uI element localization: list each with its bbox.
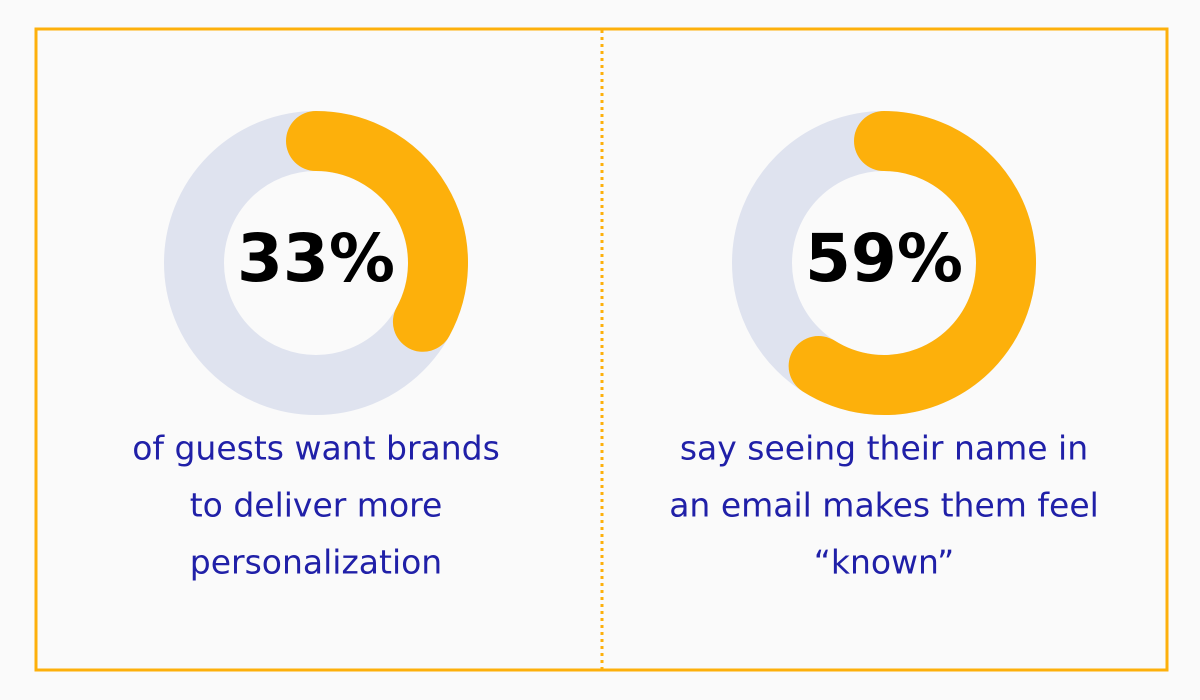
caption-line: to deliver more — [190, 486, 443, 525]
donut-arc — [286, 111, 468, 352]
caption-line: say seeing their name in — [680, 429, 1088, 468]
caption-line: of guests want brands — [132, 429, 500, 468]
caption-line: “known” — [814, 543, 955, 582]
value-label: 33% — [237, 220, 395, 297]
caption-line: personalization — [190, 543, 442, 582]
donut-arc — [788, 111, 1036, 415]
caption-line: an email makes them feel — [669, 486, 1099, 525]
value-label: 59% — [805, 220, 963, 297]
